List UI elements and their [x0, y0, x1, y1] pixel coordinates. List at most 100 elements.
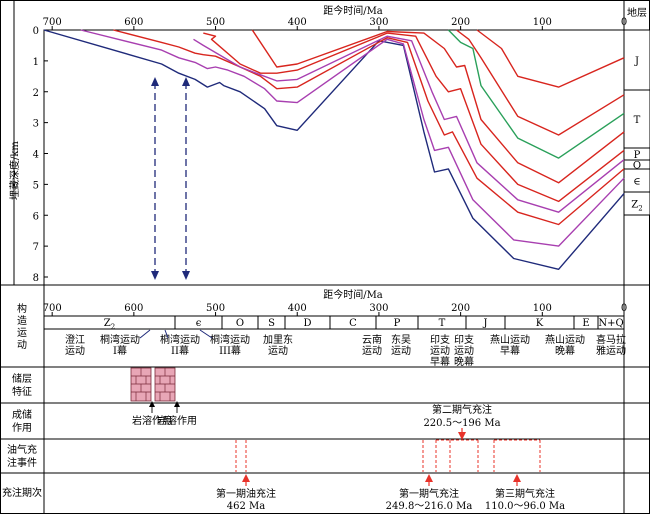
charge2-name: 第二期气充注 [432, 403, 492, 416]
tectonic-event-label: 桐湾运动 II幕 [160, 333, 200, 357]
x-tick-label-bottom: 600 [124, 303, 143, 314]
tectonic-arrow [139, 329, 151, 339]
period-label: ϵ [196, 318, 202, 329]
x-axis-title-top: 距今时间/Ma [323, 4, 383, 17]
charging-event-marks [235, 439, 541, 472]
burial-curve-6 [251, 29, 625, 184]
tectonic-event-label: 印支运动早幕 [430, 334, 450, 368]
strata-header: 地层 [627, 6, 647, 19]
x-tick-label-bottom: 500 [206, 303, 225, 314]
tectonic-event-label: 印支运动晚幕 [454, 334, 474, 368]
period-label: Z2 [104, 318, 115, 331]
x-axis-title-bottom: 距今时间/Ma [323, 288, 383, 301]
x-tick-label-bottom: 100 [533, 303, 552, 314]
x-tick-label-bottom: 700 [43, 303, 62, 314]
reservoir-karst-blocks [130, 367, 176, 402]
tectonic-event-label: 云南运动 [362, 333, 382, 357]
charge-oil1-age: 462 Ma [227, 501, 266, 512]
tectonic-event-label: 加里东运动 [263, 333, 293, 357]
period-label: S [268, 318, 275, 329]
x-ticks-top: 700 600 500 400 300 200 100 0 [43, 17, 627, 30]
burial-curve-5 [203, 32, 625, 203]
tectonic-event-label: 桐湾运动 III幕 [210, 333, 250, 357]
karst-label-1: 岩溶作用 [132, 414, 172, 427]
burial-curve-2 [80, 29, 625, 247]
y-ticks: 0 1 2 3 4 5 6 7 8 [33, 26, 48, 284]
x-tick-label-top: 300 [369, 17, 388, 28]
x-tick-label-top: 400 [288, 17, 307, 28]
period-label: O [236, 318, 244, 329]
y-tick-label: 7 [33, 242, 39, 253]
tectonic-event-label: 喜马拉雅运动 [596, 333, 626, 357]
charge2-arrow-head [458, 432, 466, 440]
tectonic-event-label: 燕山运动晚幕 [545, 334, 585, 357]
y-tick-label: 0 [33, 26, 39, 37]
burial-curve-8 [456, 29, 625, 136]
strata-label: O [633, 161, 641, 172]
row-label-reservoir: 储层特征 [12, 372, 32, 398]
burial-curve-3 [113, 29, 625, 226]
strata-label: T [634, 115, 641, 126]
period-label: N+Q [598, 318, 623, 329]
period-label: D [303, 318, 311, 329]
y-tick-label: 3 [33, 119, 39, 130]
strata-label: Z2 [631, 200, 642, 213]
x-tick-label-top: 500 [206, 17, 225, 28]
period-label: C [349, 318, 357, 329]
burial-curve-7 [447, 29, 625, 159]
x-tick-label-bottom: 300 [369, 303, 388, 314]
x-tick-label-bottom: 200 [451, 303, 470, 314]
tectonic-event-label: 澄江运动 [65, 333, 85, 357]
tectonic-arrow [164, 329, 169, 339]
y-tick-label: 5 [33, 180, 39, 191]
period-label: E [582, 318, 589, 329]
x-tick-label-top: 0 [621, 17, 627, 28]
strata-column: J T PO ∈ Z2 [623, 29, 650, 216]
burial-curve-4 [193, 35, 625, 213]
burial-curve-9 [476, 29, 625, 88]
strata-label: P [634, 150, 641, 161]
strata-label: ∈ [633, 177, 640, 188]
row-label-events: 油气充注事件 [7, 443, 37, 469]
plot-frame [43, 29, 625, 286]
y-tick-label: 4 [33, 150, 39, 161]
y-tick-label: 6 [33, 211, 39, 222]
row-label-reservoir-diag: 成储作用 [12, 408, 32, 434]
row-label-tectonic: 构造运动 [17, 302, 27, 351]
period-row: Z2 ϵ O S D C P T J K E N+Q [104, 315, 625, 331]
charge-oil1-name: 第一期油充注 [216, 487, 276, 500]
tectonic-arrow [199, 329, 213, 339]
x-tick-label-top: 100 [533, 17, 552, 28]
y-tick-label: 2 [33, 88, 39, 99]
x-tick-label-top: 600 [124, 17, 143, 28]
x-tick-label-top: 700 [43, 17, 62, 28]
period-label: T [439, 318, 446, 329]
period-label: K [536, 318, 544, 329]
y-tick-label: 8 [33, 273, 39, 284]
x-tick-label-bottom: 400 [288, 303, 307, 314]
charge-gas3-name: 第三期气充注 [495, 487, 555, 500]
tectonic-event-label: 桐湾运动 I幕 [100, 333, 140, 357]
period-label: J [482, 318, 487, 329]
burial-curves [43, 29, 625, 270]
strata-label: J [634, 56, 639, 67]
x-tick-label-top: 200 [451, 17, 470, 28]
period-label: P [394, 318, 401, 329]
charge-gas1-age: 249.8～216.0 Ma [386, 501, 473, 512]
charge-gas3-age: 110.0～96.0 Ma [485, 501, 565, 512]
strata-box [623, 191, 650, 216]
y-tick-label: 1 [33, 57, 39, 68]
karst-label-2: 岩溶作用 [157, 414, 197, 427]
tectonic-event-label: 燕山运动早幕 [490, 334, 530, 357]
charge-gas1-name: 第一期气充注 [399, 487, 459, 500]
tectonic-event-label: 东吴运动 [391, 333, 411, 357]
tongwan-arrows [151, 77, 190, 280]
charge2-age: 220.5～196 Ma [423, 418, 500, 429]
row-label-charging: 充注期次 [2, 486, 42, 499]
y-axis-title: 埋藏深度/km [8, 141, 21, 200]
charging-arrows [242, 474, 521, 486]
